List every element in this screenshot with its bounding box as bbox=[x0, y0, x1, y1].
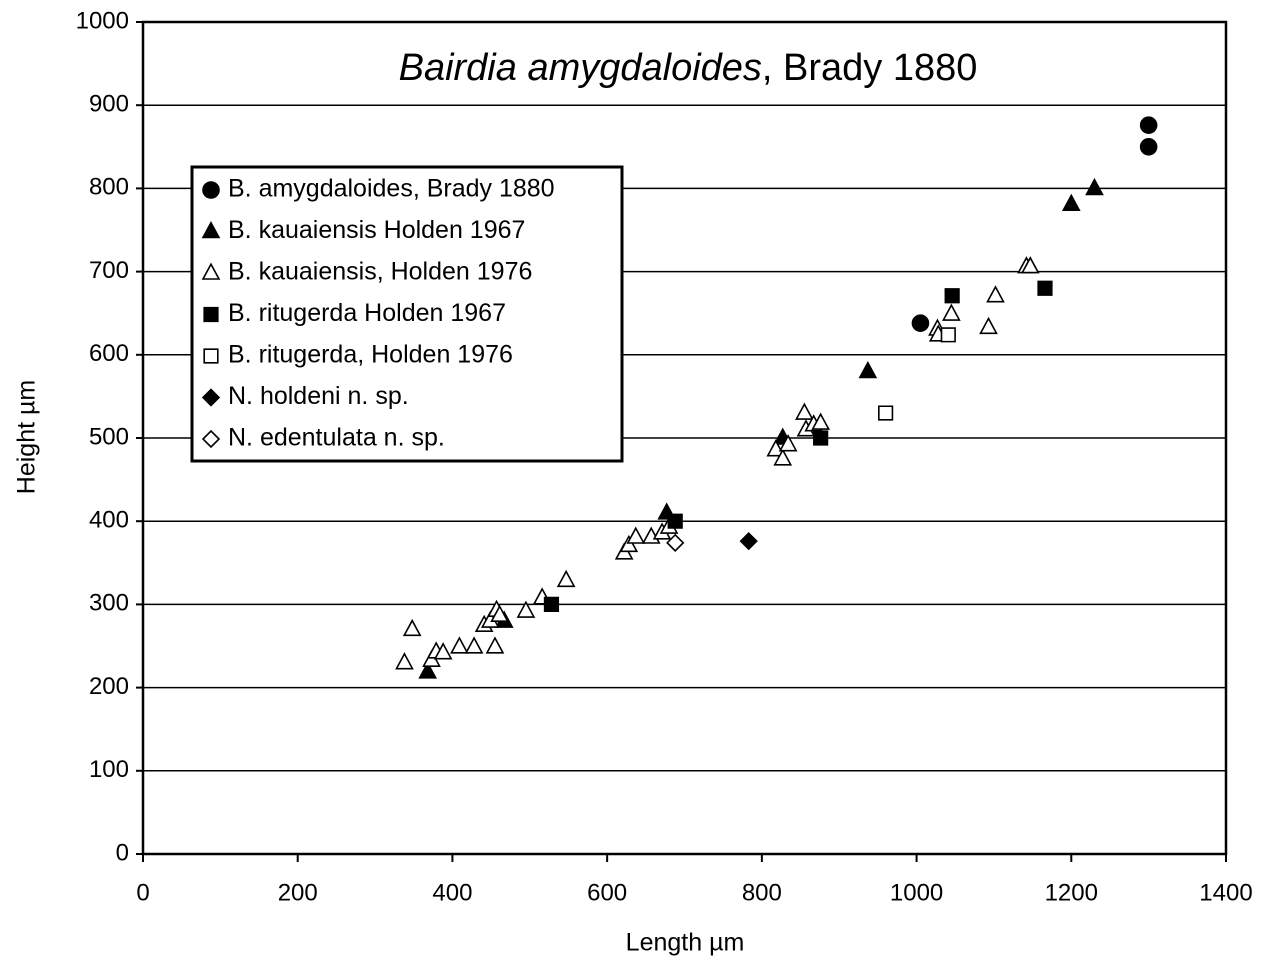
x-tick-label: 1000 bbox=[890, 879, 943, 906]
x-tick-label: 1200 bbox=[1045, 879, 1098, 906]
point bbox=[795, 402, 814, 420]
point bbox=[1139, 116, 1158, 134]
legend-text: B. ritugerda, Holden 1976 bbox=[228, 341, 513, 369]
point bbox=[986, 285, 1005, 303]
y-tick-label: 900 bbox=[89, 91, 129, 118]
legend: B. amygdaloides, Brady 1880 B. kauaiensis… bbox=[190, 165, 624, 463]
point bbox=[878, 405, 894, 421]
point bbox=[556, 569, 576, 588]
y-tick-label: 0 bbox=[116, 839, 129, 866]
legend-text: B. kauaiensis Holden 1967 bbox=[228, 216, 525, 244]
point bbox=[666, 533, 685, 552]
y-tick-label: 100 bbox=[89, 756, 129, 783]
title-species: Bairdia amygdaloides bbox=[399, 47, 762, 89]
chart-title: Bairdia amygdaloides, Brady 1880 bbox=[399, 47, 978, 89]
legend-text: N. edentulata n. sp. bbox=[228, 424, 445, 452]
legend-text: B. ritugerda Holden 1967 bbox=[228, 299, 506, 327]
point bbox=[395, 652, 414, 670]
x-tick-label: 400 bbox=[432, 879, 472, 906]
point bbox=[766, 439, 786, 457]
y-tick-label: 800 bbox=[89, 174, 129, 201]
point bbox=[979, 316, 998, 335]
legend-marker bbox=[201, 262, 221, 280]
point bbox=[516, 600, 536, 618]
x-tick-label: 1400 bbox=[1199, 879, 1252, 906]
legend-text: N. holdeni n. sp. bbox=[228, 382, 409, 410]
point bbox=[911, 314, 930, 332]
point bbox=[433, 642, 453, 660]
point bbox=[739, 532, 758, 551]
point bbox=[944, 288, 960, 304]
legend-marker bbox=[201, 388, 221, 407]
y-tick-label: 400 bbox=[89, 507, 129, 534]
point bbox=[940, 327, 956, 343]
point bbox=[464, 636, 484, 654]
point bbox=[1085, 177, 1104, 196]
point bbox=[667, 513, 683, 529]
point bbox=[1139, 138, 1158, 156]
x-tick-label: 600 bbox=[587, 879, 627, 906]
point bbox=[402, 618, 422, 637]
y-tick-label: 300 bbox=[89, 590, 129, 617]
point bbox=[485, 636, 505, 654]
point bbox=[858, 360, 878, 379]
point bbox=[813, 430, 829, 446]
y-tick-label: 1000 bbox=[76, 7, 129, 34]
point bbox=[619, 534, 639, 553]
x-tick-label: 200 bbox=[278, 879, 318, 906]
point bbox=[1061, 193, 1081, 212]
legend-marker bbox=[202, 181, 220, 199]
x-axis-label: Length µm bbox=[626, 929, 745, 957]
legend-marker bbox=[203, 306, 219, 323]
point bbox=[773, 448, 793, 466]
legend-text: B. amygdaloides, Brady 1880 bbox=[228, 175, 555, 203]
y-tick-label: 700 bbox=[89, 257, 129, 284]
point bbox=[1037, 280, 1053, 296]
point bbox=[811, 412, 830, 430]
plot-frame bbox=[141, 20, 1228, 856]
point bbox=[490, 604, 509, 623]
point bbox=[1020, 256, 1040, 274]
legend-text: B. kauaiensis, Holden 1976 bbox=[228, 258, 532, 286]
point bbox=[543, 596, 560, 613]
legend-marker bbox=[203, 348, 219, 364]
title-suffix: , Brady 1880 bbox=[762, 47, 977, 89]
x-tick-label: 0 bbox=[136, 879, 149, 906]
y-tick-label: 200 bbox=[89, 673, 129, 700]
y-tick-label: 600 bbox=[89, 340, 129, 367]
legend-marker bbox=[201, 221, 221, 239]
y-axis-label: Height µm bbox=[13, 380, 41, 494]
legend-marker bbox=[201, 429, 221, 449]
point bbox=[942, 303, 961, 321]
y-tick-label: 500 bbox=[89, 423, 129, 450]
point bbox=[626, 526, 646, 544]
point bbox=[450, 636, 469, 654]
point bbox=[778, 434, 798, 452]
legend-box bbox=[190, 165, 624, 463]
x-tick-label: 800 bbox=[742, 879, 782, 906]
point bbox=[418, 661, 438, 679]
